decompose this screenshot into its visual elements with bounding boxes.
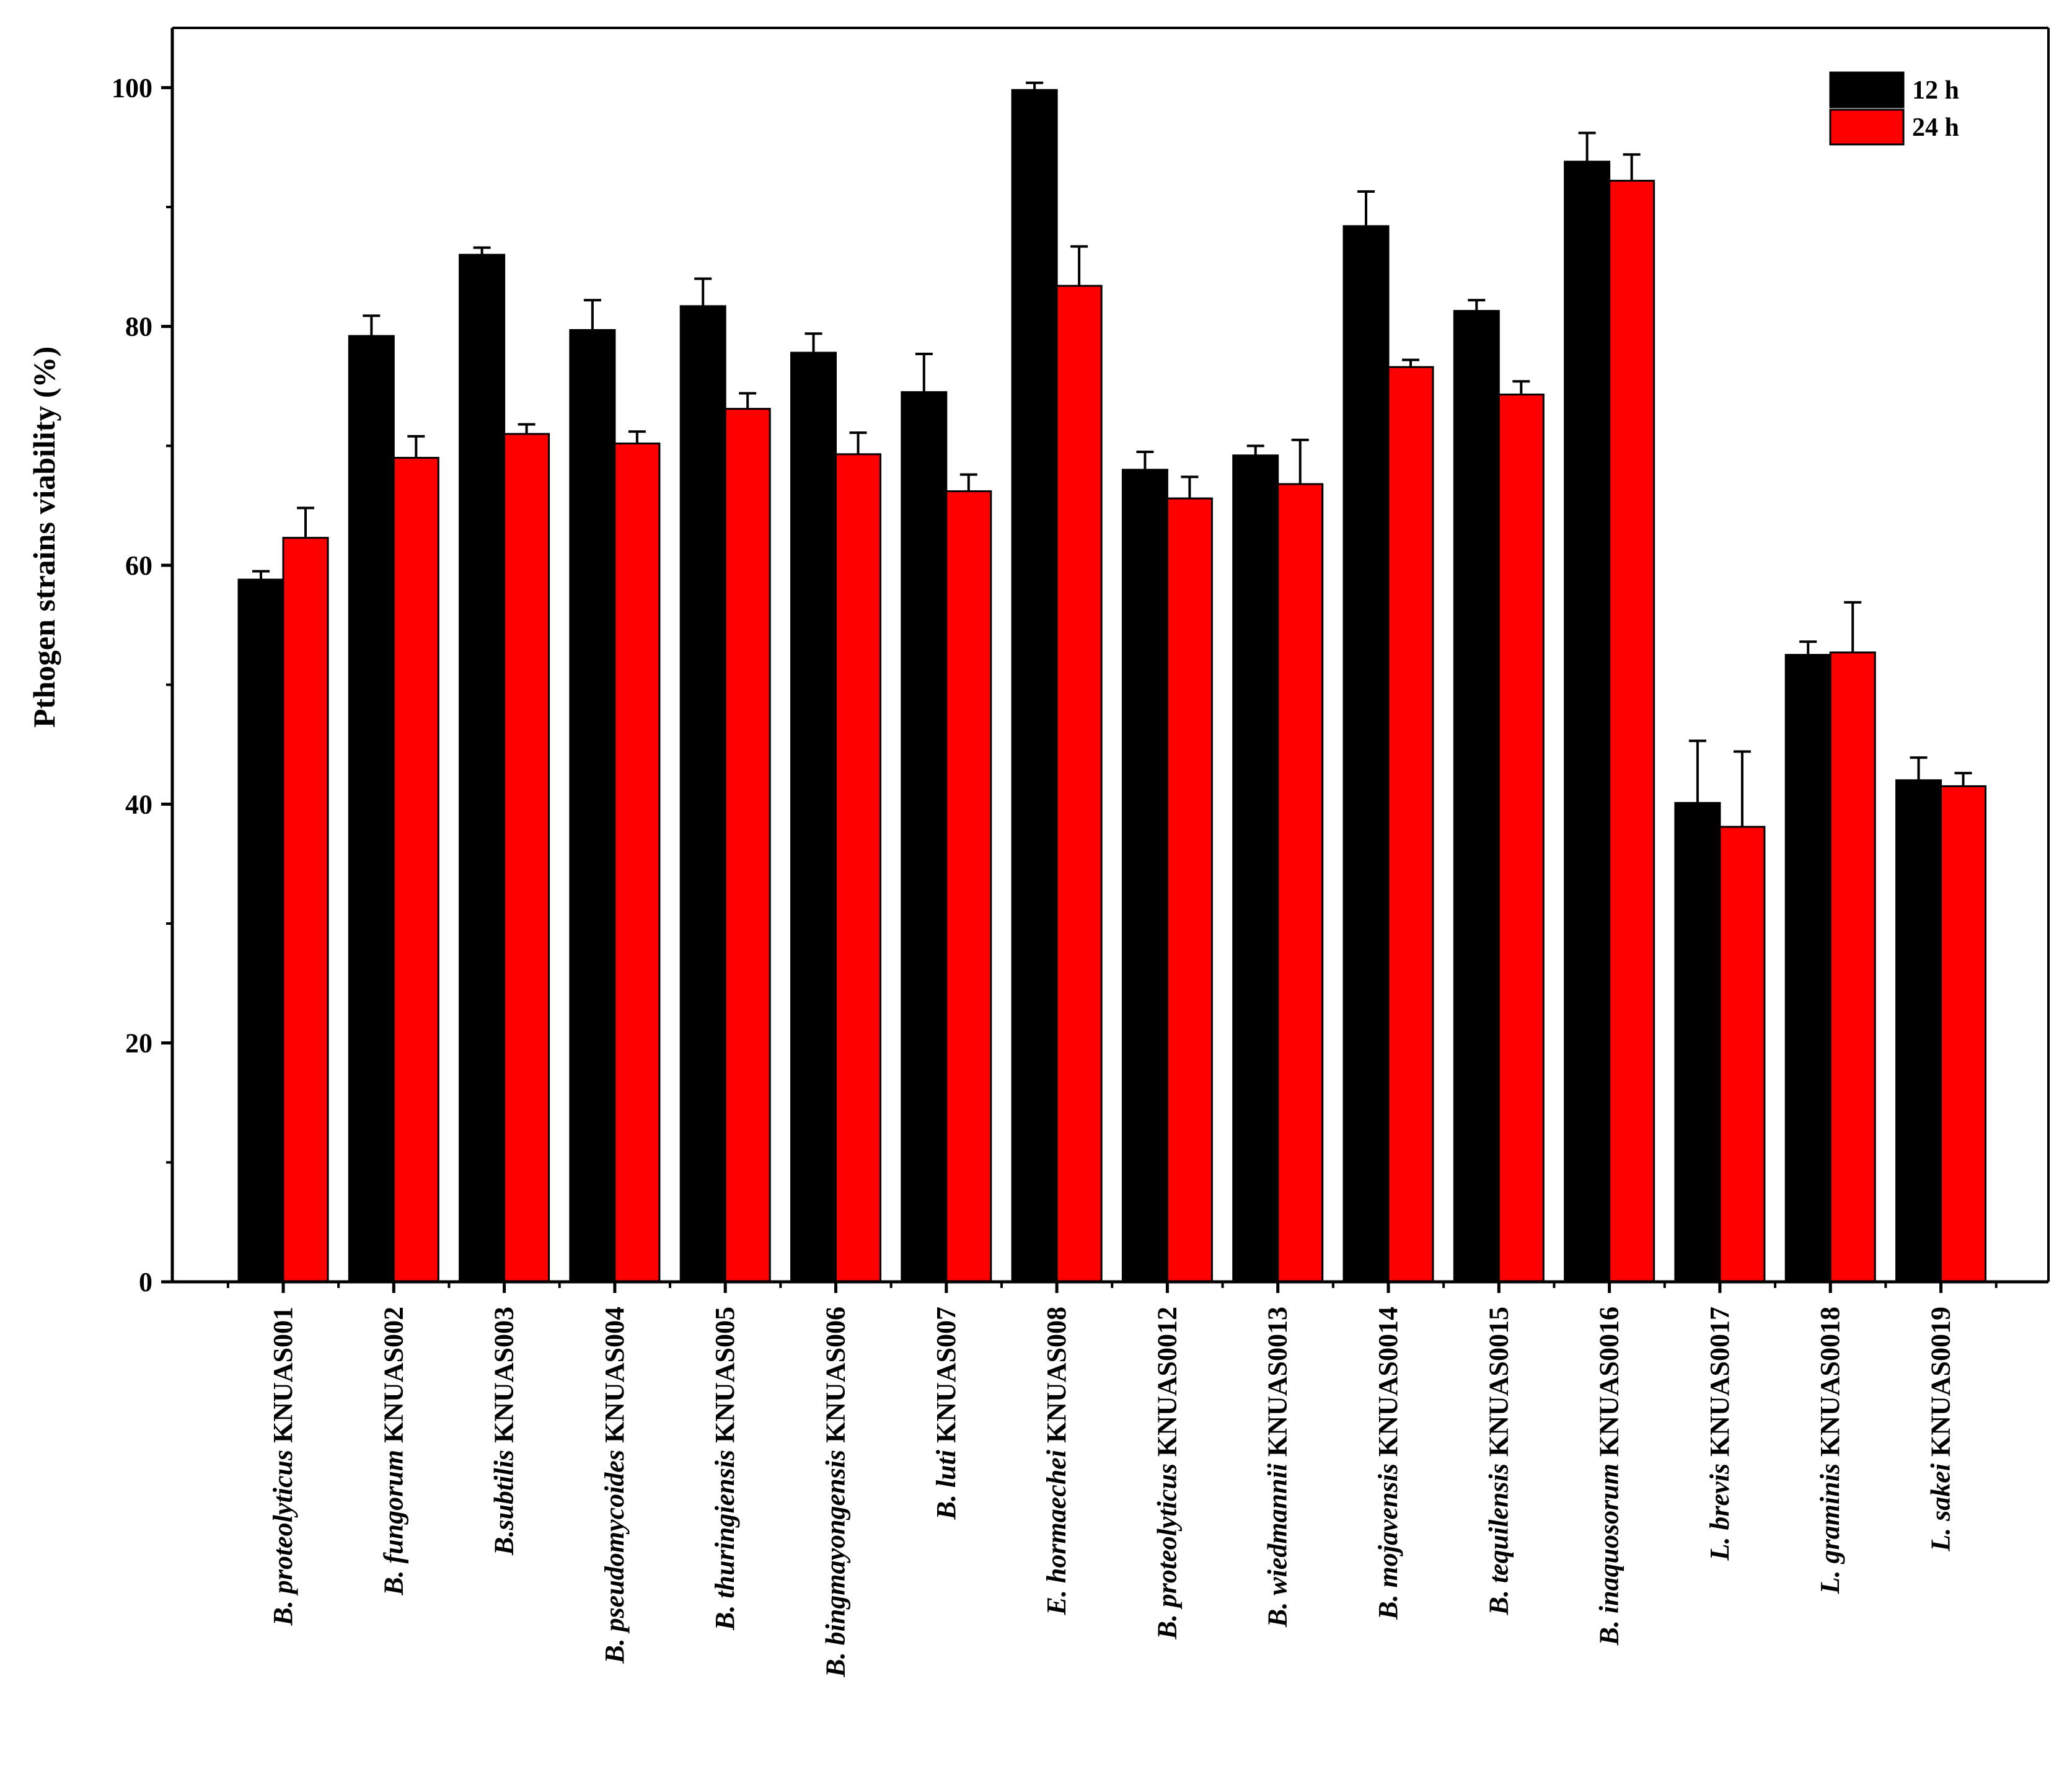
bar-12h <box>569 329 616 1283</box>
bar-24h <box>392 457 439 1283</box>
category-strain: KNUAS007 <box>931 1307 961 1450</box>
x-category-label: B. bingmayongensis KNUAS006 <box>821 1307 851 1678</box>
y-ticks-group: 0 20 40 60 80 100 <box>112 73 172 1297</box>
error-bars-group <box>252 81 1972 827</box>
category-species: B. pseudomycoides <box>599 1450 630 1664</box>
bar-12h <box>237 578 284 1283</box>
bar-12h <box>1564 161 1611 1283</box>
category-strain: KNUAS0014 <box>1373 1307 1403 1463</box>
bar-24h <box>835 453 881 1283</box>
x-category-label: B. thuringiensis KNUAS005 <box>710 1307 740 1631</box>
category-strain: KNUAS003 <box>489 1307 519 1450</box>
x-category-label: L. sakei KNUAS0019 <box>1926 1307 1956 1552</box>
bar-12h <box>1895 779 1942 1283</box>
x-category-label: B. proteolyticus KNUAS001 <box>268 1307 298 1626</box>
bar-12h <box>1674 801 1721 1283</box>
x-category-label: B. pseudomycoides KNUAS004 <box>599 1307 630 1664</box>
bar-24h <box>1056 285 1103 1283</box>
bar-12h <box>459 254 506 1283</box>
legend-label: 12 h <box>1912 76 1959 105</box>
category-strain: KNUAS001 <box>268 1307 298 1450</box>
bar-24h <box>1497 393 1545 1283</box>
bar-12h <box>679 305 726 1283</box>
category-strain: KNUAS0016 <box>1594 1307 1625 1463</box>
category-strain: KNUAS0015 <box>1483 1307 1514 1463</box>
y-tick-label: 40 <box>125 789 152 819</box>
category-species: B. luti <box>931 1449 961 1520</box>
category-species: B. bingmayongensis <box>821 1450 851 1678</box>
category-species: B. mojavensis <box>1373 1463 1403 1620</box>
x-category-label: B. inaquosorum KNUAS0016 <box>1594 1307 1625 1646</box>
bar-24h <box>1166 497 1213 1283</box>
x-category-label: B. mojavensis KNUAS0014 <box>1373 1307 1403 1620</box>
category-strain: KNUAS0019 <box>1926 1307 1956 1463</box>
x-category-label: B. luti KNUAS007 <box>931 1307 961 1520</box>
category-species: E. hormaechei <box>1041 1449 1072 1615</box>
y-tick-label: 100 <box>112 73 152 103</box>
category-strain: KNUAS006 <box>821 1307 851 1450</box>
category-strain: KNUAS008 <box>1041 1307 1072 1450</box>
y-tick-label: 80 <box>125 312 152 342</box>
bar-12h <box>790 351 837 1283</box>
x-labels-group: B. proteolyticus KNUAS001 B. fungorum KNU… <box>268 1307 1956 1678</box>
bar-24h <box>282 537 329 1283</box>
bar-12h <box>1121 469 1168 1283</box>
x-category-label: B. wiedmannii KNUAS0013 <box>1263 1307 1293 1628</box>
category-strain: KNUAS004 <box>599 1307 630 1450</box>
category-strain: KNUAS0013 <box>1263 1307 1293 1463</box>
x-category-label: L. brevis KNUAS0017 <box>1704 1307 1735 1561</box>
bar-12h <box>1342 225 1390 1283</box>
category-species: B. wiedmannii <box>1263 1463 1293 1628</box>
category-species: L. sakei <box>1926 1463 1956 1552</box>
bars-group <box>237 89 1986 1283</box>
x-category-label: L. graminis KNUAS0018 <box>1815 1307 1845 1594</box>
bar-12h <box>1011 89 1058 1283</box>
bar-12h <box>1784 654 1832 1283</box>
category-strain: KNUAS0017 <box>1704 1307 1735 1463</box>
bar-12h <box>901 391 948 1283</box>
legend-label: 24 h <box>1912 113 1959 142</box>
category-strain: KNUAS002 <box>378 1307 408 1450</box>
y-tick-label: 60 <box>125 550 152 581</box>
bar-24h <box>614 442 661 1283</box>
bar-12h <box>348 335 395 1283</box>
category-species: B.subtilis <box>489 1450 519 1556</box>
bar-24h <box>1829 651 1876 1283</box>
category-species: B. proteolyticus <box>268 1450 298 1626</box>
category-strain: KNUAS005 <box>710 1307 740 1450</box>
category-species: B. thuringiensis <box>710 1450 740 1631</box>
y-tick-label: 20 <box>125 1028 152 1059</box>
category-strain: KNUAS0012 <box>1152 1307 1182 1463</box>
y-axis-title: Pthogen strains viability (%) <box>27 346 61 728</box>
category-species: L. graminis <box>1815 1463 1845 1594</box>
x-category-label: B. proteolyticus KNUAS0012 <box>1152 1307 1182 1640</box>
bar-24h <box>1608 180 1655 1283</box>
axes-group <box>170 27 2050 1293</box>
category-species: B. tequilensis <box>1483 1463 1514 1616</box>
bar-24h <box>1277 483 1324 1283</box>
bar-12h <box>1232 454 1279 1283</box>
legend: 12 h 24 h <box>1829 71 1959 146</box>
category-species: B. inaquosorum <box>1594 1463 1625 1646</box>
bar-24h <box>1719 826 1766 1283</box>
x-category-label: B.subtilis KNUAS003 <box>489 1307 519 1556</box>
bar-24h <box>1940 785 1986 1283</box>
category-species: L. brevis <box>1704 1463 1735 1561</box>
bar-24h <box>724 408 771 1283</box>
x-category-label: E. hormaechei KNUAS008 <box>1041 1307 1072 1615</box>
category-species: B. fungorum <box>378 1450 408 1596</box>
bar-24h <box>503 433 550 1283</box>
bar-12h <box>1453 310 1500 1283</box>
bar-24h <box>945 490 992 1283</box>
x-category-label: B. tequilensis KNUAS0015 <box>1483 1307 1514 1616</box>
x-category-label: B. fungorum KNUAS002 <box>378 1307 408 1596</box>
category-species: B. proteolyticus <box>1152 1463 1182 1640</box>
bar-24h <box>1387 366 1434 1283</box>
legend-swatch <box>1829 71 1905 108</box>
legend-swatch <box>1829 108 1905 146</box>
y-tick-label: 0 <box>139 1267 152 1297</box>
category-strain: KNUAS0018 <box>1815 1307 1845 1463</box>
